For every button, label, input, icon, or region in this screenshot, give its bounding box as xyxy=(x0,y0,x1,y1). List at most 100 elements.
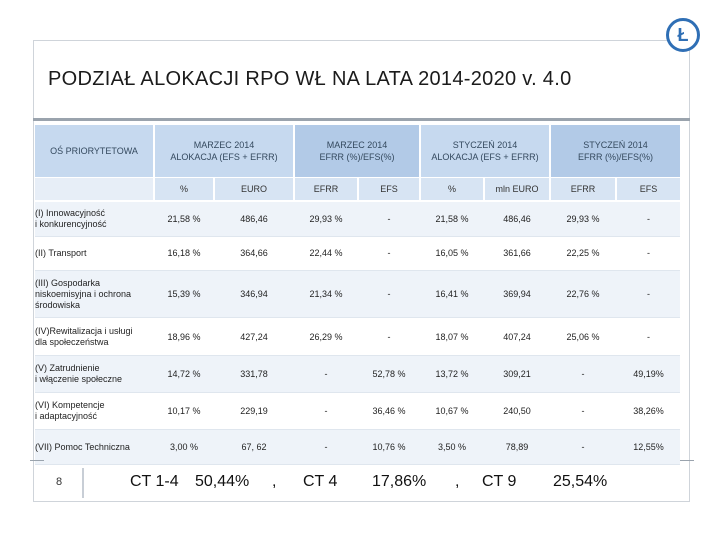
logo-icon: Ł xyxy=(666,18,700,52)
table-cell: 16,05 % xyxy=(435,248,469,258)
table-row-divider xyxy=(35,429,680,430)
table-cell: 18,07 % xyxy=(435,331,469,342)
footer-ct9-value: 25,54% xyxy=(553,473,608,490)
subheader-col-8: EFS xyxy=(617,178,680,200)
table-cell: 21,34 % xyxy=(309,289,343,299)
table-cell: - xyxy=(647,214,650,224)
table-cell: 67, 62 xyxy=(241,442,267,452)
table-row-band xyxy=(35,271,680,317)
table-cell: 21,58 % xyxy=(435,214,469,224)
table-cell: - xyxy=(647,289,650,299)
table-cell: 486,46 xyxy=(503,214,531,224)
table-row-label: (VII) Pomoc Techniczna xyxy=(35,441,130,452)
page-title: PODZIAŁ ALOKACJI RPO WŁ NA LATA 2014-202… xyxy=(48,68,572,90)
table-cell: - xyxy=(324,369,328,379)
table-cell: - xyxy=(387,289,391,299)
subheader-col-3: EFRR xyxy=(295,178,357,200)
table-cell: 29,93 % xyxy=(566,214,600,224)
footer-corner-right xyxy=(680,460,694,461)
table-cell: 16,41 % xyxy=(435,289,469,299)
table-cell: 26,29 % xyxy=(309,331,343,342)
footer-ct4-value: 17,86% xyxy=(372,473,427,490)
table-cell: 346,94 xyxy=(240,289,268,299)
table-row-divider xyxy=(35,317,680,318)
table-cell: 25,06 % xyxy=(566,331,600,342)
footer-ct14-label: CT 1-4 xyxy=(130,473,179,490)
table-cell: 331,78 xyxy=(240,369,268,379)
subheader-col-1: % xyxy=(155,178,213,200)
header-axis: OŚ PRIORYTETOWA xyxy=(35,125,153,177)
table-cell: - xyxy=(647,248,650,258)
table-cell: 16,18 % xyxy=(167,248,201,258)
table-cell: 78,89 xyxy=(505,442,529,452)
table-cell: 13,72 % xyxy=(435,369,469,379)
footer-corner-left xyxy=(30,460,44,461)
table-cell: 21,58 % xyxy=(167,214,201,224)
table-row-label: (V) Zatrudnienie i włączenie społeczne xyxy=(35,363,123,384)
logo-glyph: Ł xyxy=(677,24,689,45)
table-cell: - xyxy=(581,406,585,416)
table-cell: 38,26% xyxy=(633,406,664,416)
table-cell: 36,46 % xyxy=(372,406,406,416)
subheader-col-4: EFS xyxy=(359,178,419,200)
footer-separator-2: , xyxy=(455,473,460,490)
table-cell: - xyxy=(581,369,585,379)
table-row-band xyxy=(35,202,680,236)
table-cell: 14,72 % xyxy=(167,369,201,379)
table-cell: 3,50 % xyxy=(437,442,467,452)
table-row-divider xyxy=(35,270,680,271)
table-cell: 229,19 xyxy=(240,406,268,416)
table-cell: - xyxy=(581,442,585,452)
table-cell: 10,76 % xyxy=(372,442,406,452)
header-january-share: STYCZEŃ 2014 EFRR (%)/EFS(%) xyxy=(551,125,680,177)
table-cell: 427,24 xyxy=(240,331,268,342)
title-divider xyxy=(33,118,690,121)
table-row-label: (II) Transport xyxy=(35,247,87,258)
table-row-label: (I) Innowacyjność i konkurencyjność xyxy=(35,208,107,229)
table-cell: 22,25 % xyxy=(566,248,600,258)
table-row-band xyxy=(35,430,680,464)
table-cell: - xyxy=(387,248,391,258)
table-cell: 15,39 % xyxy=(167,289,201,299)
subheader-blank xyxy=(35,178,153,200)
table-cell: 240,50 xyxy=(503,406,531,416)
table-row-label: (IV)Rewitalizacja i usługi dla społeczeń… xyxy=(35,325,133,347)
header-march-allocation: MARZEC 2014 ALOKACJA (EFS + EFRR) xyxy=(155,125,293,177)
subheader-col-5: % xyxy=(421,178,483,200)
page-number: 8 xyxy=(56,476,63,488)
table-cell: 22,44 % xyxy=(309,248,343,258)
footer-ct14-value: 50,44% xyxy=(195,473,250,490)
table-row-band xyxy=(35,356,680,392)
table-cell: - xyxy=(647,331,650,342)
table-cell: - xyxy=(324,406,328,416)
table-cell: 52,78 % xyxy=(372,369,406,379)
table-cell: 364,66 xyxy=(240,248,268,258)
header-march-share: MARZEC 2014 EFRR (%)/EFS(%) xyxy=(295,125,419,177)
table-cell: 407,24 xyxy=(503,331,531,342)
table-cell: - xyxy=(387,214,391,224)
subheader-col-6: mln EURO xyxy=(485,178,549,200)
table-row-divider xyxy=(35,464,680,465)
table-cell: 10,67 % xyxy=(435,406,469,416)
footer-ct4-label: CT 4 xyxy=(303,473,338,490)
table-cell: 486,46 xyxy=(240,214,268,224)
footer-separator-1: , xyxy=(272,473,277,490)
table-cell: 22,76 % xyxy=(566,289,600,299)
table-cell: 29,93 % xyxy=(309,214,343,224)
page-number-divider xyxy=(82,468,84,498)
table-row-label: (VI) Kompetencje i adaptacyjność xyxy=(35,400,105,421)
table-cell: - xyxy=(387,331,391,342)
table-cell: 12,55% xyxy=(633,442,664,452)
subheader-col-2: EURO xyxy=(215,178,293,200)
subheader-col-7: EFRR xyxy=(551,178,615,200)
table-cell: - xyxy=(324,442,328,452)
header-january-allocation: STYCZEŃ 2014 ALOKACJA (EFS + EFRR) xyxy=(421,125,549,177)
table-cell: 369,94 xyxy=(503,289,531,299)
table-row-divider xyxy=(35,392,680,393)
table-cell: 18,96 % xyxy=(167,331,201,342)
table-cell: 3,00 % xyxy=(169,442,199,452)
table-row-divider xyxy=(35,236,680,237)
table-row-label: (III) Gospodarka niskoemisyjna i ochrona… xyxy=(35,277,132,310)
footer-ct9-label: CT 9 xyxy=(482,473,517,490)
table-cell: 361,66 xyxy=(503,248,531,258)
